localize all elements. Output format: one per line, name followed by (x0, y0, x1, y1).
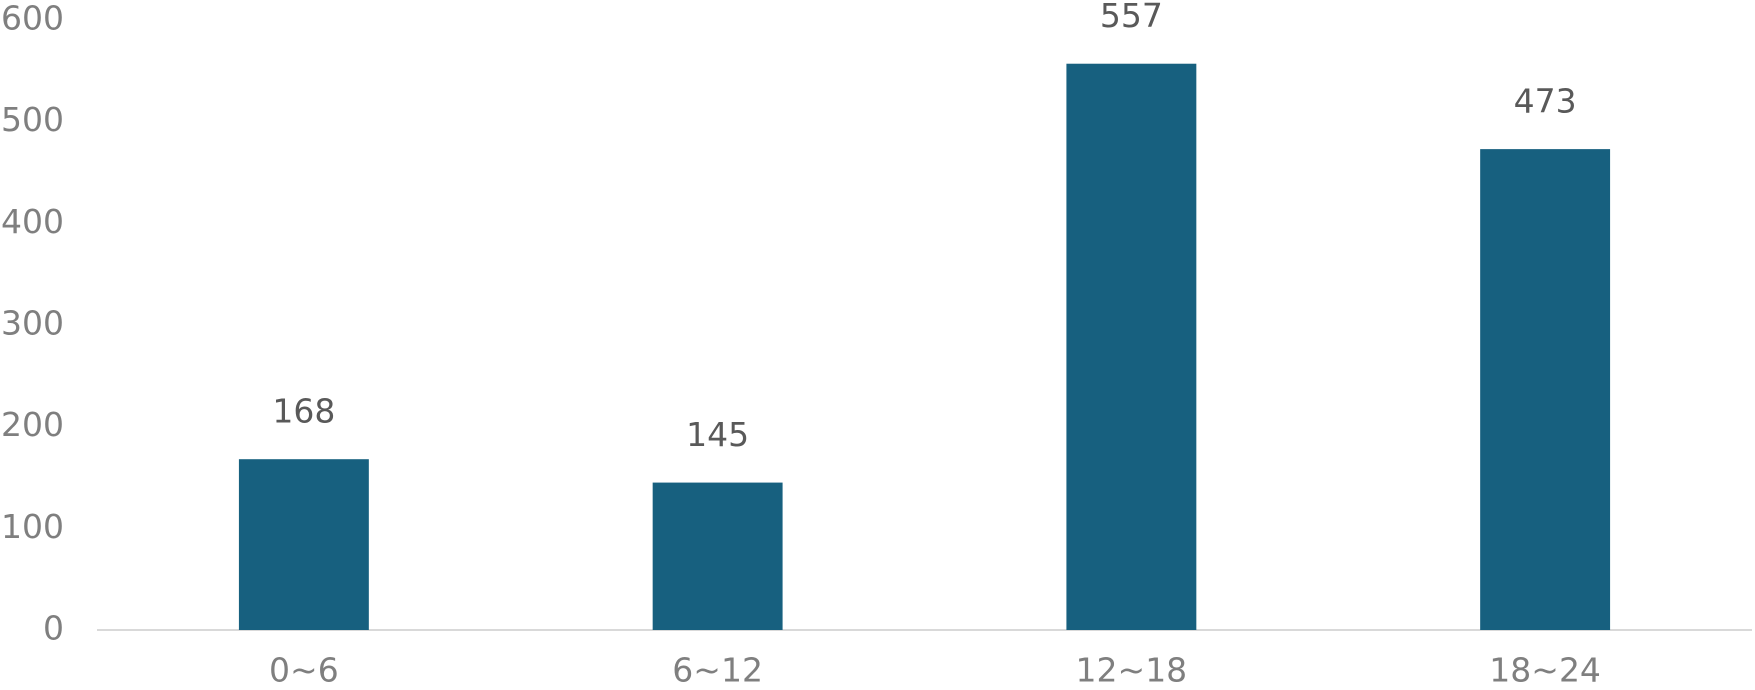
bar (1066, 63, 1197, 630)
y-tick-label: 400 (1, 202, 64, 241)
bar (652, 482, 783, 630)
data-label: 145 (686, 415, 749, 454)
y-tick-label: 100 (1, 507, 64, 546)
data-label: 168 (272, 392, 335, 431)
bar (1480, 149, 1611, 630)
data-label: 473 (1514, 82, 1577, 121)
y-tick-label: 300 (1, 304, 64, 343)
y-tick-label: 200 (1, 405, 64, 444)
bar (238, 459, 369, 630)
x-tick-label: 12~18 (1076, 651, 1188, 690)
x-tick-label: 6~12 (672, 651, 763, 690)
y-tick-label: 500 (1, 100, 64, 139)
data-label: 557 (1100, 0, 1163, 35)
x-tick-label: 18~24 (1489, 651, 1601, 690)
y-tick-label: 600 (1, 0, 64, 38)
y-tick-label: 0 (43, 609, 64, 648)
x-tick-label: 0~6 (269, 651, 339, 690)
